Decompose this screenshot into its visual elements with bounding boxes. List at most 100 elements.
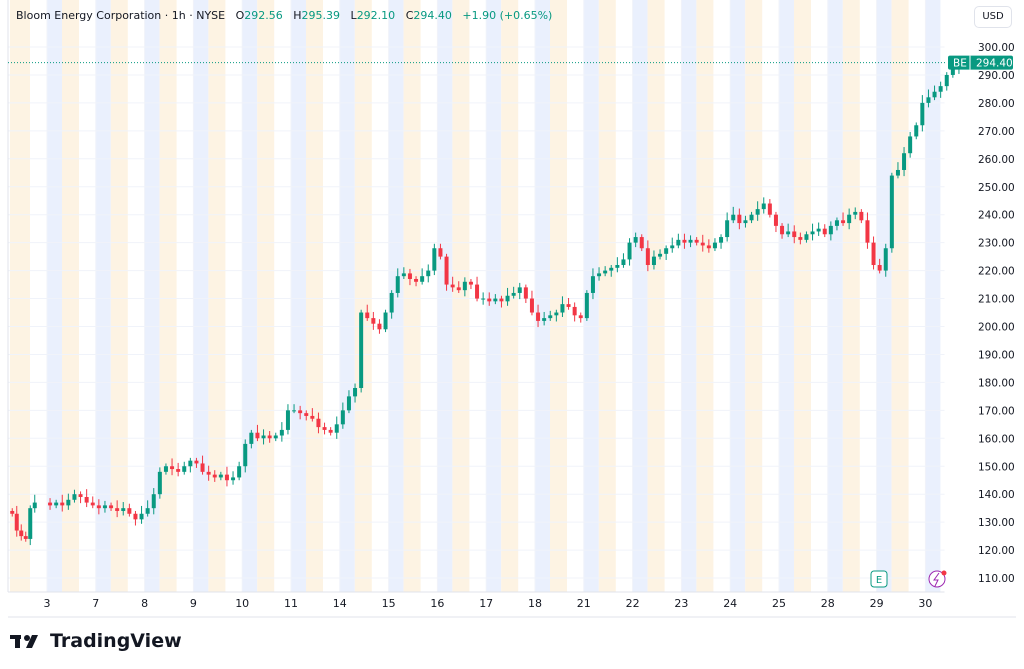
y-tick-label: 260.00 (978, 154, 1015, 166)
open-label: O (235, 9, 245, 22)
candle-body (346, 396, 351, 411)
session-band (47, 0, 62, 592)
candle-body (249, 432, 254, 444)
candle-body (200, 463, 205, 472)
candle-body (633, 237, 638, 243)
premarket-band (842, 0, 860, 592)
candle-body (475, 284, 480, 299)
candle-body (359, 312, 364, 388)
candle-body (603, 270, 608, 274)
candle-body (798, 237, 803, 240)
y-tick-label: 210.00 (978, 294, 1015, 306)
legend-header: Bloom Energy Corporation · 1h · NYSE O29… (16, 9, 552, 22)
high-label: H (293, 9, 302, 22)
candle-body (328, 429, 333, 433)
candle-body (414, 278, 419, 282)
x-tick-label: 18 (528, 597, 542, 610)
candle-body (676, 239, 681, 246)
last-price-badge (948, 55, 1013, 70)
candle-body (163, 466, 168, 472)
x-tick-label: 24 (723, 597, 737, 610)
last-price-label: 294.40 (976, 58, 1013, 70)
y-tick-label: 240.00 (978, 210, 1015, 222)
change-value: +1.90 (+0.65%) (462, 9, 553, 22)
candle-body (731, 214, 736, 221)
candle-body (572, 306, 577, 316)
session-band (388, 0, 404, 592)
x-tick-label: 9 (190, 597, 197, 610)
candle-body (395, 276, 400, 293)
candle-body (401, 273, 406, 277)
candle-body (438, 248, 443, 257)
x-tick-label: 23 (674, 597, 688, 610)
session-band (437, 0, 453, 592)
candle-body (566, 304, 571, 307)
candle-body (725, 220, 730, 238)
symbol-title: Bloom Energy Corporation · 1h · NYSE (16, 9, 226, 22)
candle-body (938, 86, 943, 92)
y-tick-label: 110.00 (978, 573, 1015, 585)
premarket-band (891, 0, 909, 592)
tradingview-logo[interactable]: TradingView (10, 630, 182, 652)
candle-body (627, 242, 632, 260)
candle-body (194, 460, 199, 464)
candle-body (664, 248, 669, 254)
candle-body (127, 508, 132, 514)
y-tick-label: 130.00 (978, 517, 1015, 529)
currency-button[interactable]: USD (974, 6, 1012, 28)
candle-body (944, 74, 949, 87)
candle-body (450, 284, 455, 288)
y-tick-label: 120.00 (978, 545, 1015, 557)
session-band (632, 0, 648, 592)
candle-body (237, 466, 242, 478)
candle-body (792, 231, 797, 238)
candle-body (66, 499, 71, 506)
candle-body (865, 220, 870, 243)
candle-body (615, 265, 620, 268)
candle-body (285, 410, 290, 430)
candle-body (157, 471, 162, 495)
candle-body (560, 304, 565, 313)
candle-body (810, 231, 815, 235)
premarket-band (159, 0, 177, 592)
close-label: C (405, 9, 414, 22)
premarket-band (647, 0, 665, 592)
candle-body (310, 415, 315, 419)
candle-body (529, 298, 534, 313)
candle-body (712, 242, 717, 249)
candle-body (932, 91, 937, 98)
candle-body (889, 175, 894, 249)
candle-body (365, 312, 370, 319)
candle-body (139, 513, 144, 520)
y-tick-label: 150.00 (978, 461, 1015, 473)
candle-body (78, 494, 83, 497)
notification-dot-icon (941, 570, 947, 576)
session-band (291, 0, 306, 592)
candle-body (773, 214, 778, 226)
session-band (925, 0, 941, 592)
x-tick-label: 10 (235, 597, 249, 610)
premarket-band (306, 0, 323, 592)
candle-body (420, 276, 425, 282)
candle-body (322, 427, 327, 430)
earnings-marker-icon (870, 570, 888, 588)
x-tick-label: 25 (772, 597, 786, 610)
session-band (827, 0, 843, 592)
candle-body (853, 211, 858, 215)
candle-body (383, 312, 388, 330)
candle-body (176, 469, 181, 472)
candle-body (834, 220, 839, 226)
x-tick-label: 8 (141, 597, 148, 610)
candle-body (804, 234, 809, 240)
session-band (779, 0, 794, 592)
candle-body (377, 323, 382, 330)
session-band (486, 0, 502, 592)
candle-body (32, 502, 37, 509)
candle-body (651, 256, 656, 266)
x-tick-label: 16 (430, 597, 444, 610)
y-tick-label: 160.00 (978, 433, 1015, 445)
candle-body (218, 474, 223, 478)
x-tick-label: 22 (626, 597, 640, 610)
candle-body (859, 211, 864, 221)
